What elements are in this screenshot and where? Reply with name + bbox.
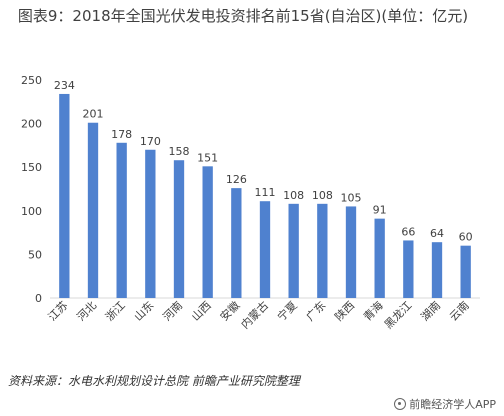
bar-value-label: 111 (255, 186, 276, 199)
category-label: 河北 (74, 299, 99, 324)
bar-value-label: 170 (140, 135, 161, 148)
category-label: 江苏 (46, 299, 71, 324)
bar (460, 245, 471, 298)
y-tick-label: 50 (28, 248, 42, 261)
y-tick-label: 100 (21, 205, 42, 218)
bar-value-label: 158 (169, 145, 190, 158)
category-label: 陕西 (332, 298, 357, 323)
brand-logo-icon (394, 398, 407, 410)
category-label: 山东 (132, 299, 157, 324)
bar-value-label: 234 (54, 79, 75, 92)
category-label: 云南 (447, 299, 472, 324)
bar-chart: 0 50 100 150 200 250 234 江苏 201 河北 178 浙江 170 山东 158 河南… (21, 74, 480, 332)
bar (259, 201, 271, 298)
bar (116, 142, 127, 298)
bar-value-label: 151 (197, 151, 218, 164)
bar (288, 203, 299, 298)
category-label: 河南 (160, 299, 185, 324)
chart-title: 图表9：2018年全国光伏发电投资排名前15省(自治区)(单位：亿元) (17, 7, 469, 25)
bar (374, 218, 385, 298)
footer-text: 前瞻经济学人APP (409, 398, 496, 411)
bar-value-label: 60 (459, 231, 473, 244)
bar-value-label: 91 (373, 204, 387, 217)
bar-value-label: 108 (283, 189, 304, 202)
y-tick-label: 200 (21, 118, 42, 131)
bar (317, 203, 328, 298)
bar (173, 160, 185, 298)
bar-value-label: 126 (226, 173, 247, 186)
category-label: 山西 (189, 299, 214, 324)
y-tick-label: 0 (35, 292, 42, 305)
bar-value-label: 108 (312, 189, 333, 202)
bar (403, 240, 414, 298)
bar (202, 166, 213, 298)
bar (87, 122, 99, 298)
category-label: 浙江 (103, 299, 128, 324)
bar-value-label: 105 (341, 191, 362, 204)
category-label: 宁夏 (274, 298, 299, 323)
bar-value-label: 64 (430, 227, 444, 240)
bar (431, 242, 443, 298)
bar (145, 149, 156, 298)
bar (59, 93, 70, 299)
category-label: 广东 (304, 299, 329, 324)
source-note: 资料来源：水电水利规划设计总院 前瞻产业研究院整理 (8, 374, 300, 388)
category-label: 黑龙江 (382, 299, 415, 332)
category-label: 内蒙古 (238, 298, 271, 331)
bar (231, 188, 242, 298)
bar (345, 206, 357, 298)
category-label: 青海 (360, 298, 385, 323)
category-label: 安徽 (217, 298, 242, 323)
bar-value-label: 201 (83, 108, 104, 121)
footer-brand: 前瞻经济学人APP (394, 396, 496, 412)
category-label: 湖南 (418, 299, 443, 324)
y-tick-label: 150 (21, 161, 42, 174)
bar-value-label: 178 (111, 128, 132, 141)
y-tick-label: 250 (21, 74, 42, 87)
bar-value-label: 66 (401, 225, 415, 238)
